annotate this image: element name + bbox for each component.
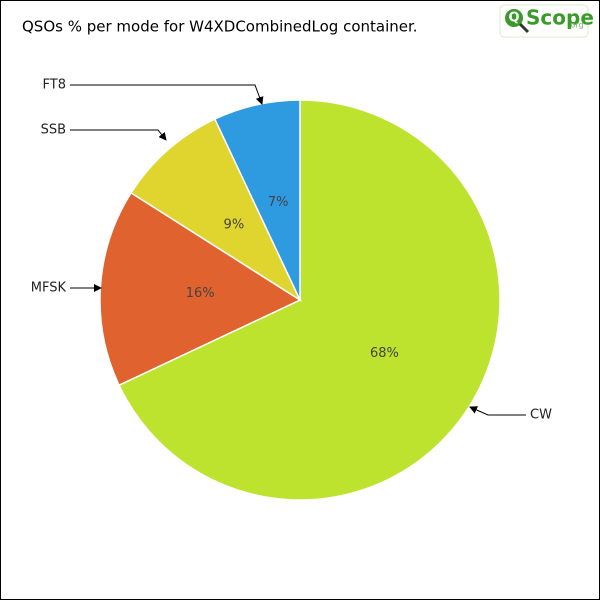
category-label: MFSK bbox=[31, 281, 67, 296]
pie-slice bbox=[118, 99, 501, 501]
callout-line bbox=[70, 129, 167, 141]
category-label: FT8 bbox=[43, 78, 66, 93]
logo-prefix: Q bbox=[508, 11, 519, 26]
slice-value-label: 9% bbox=[224, 217, 245, 232]
slice-value-label: 68% bbox=[370, 346, 399, 361]
logo-box bbox=[499, 4, 589, 38]
logo-suffix: .org bbox=[568, 21, 584, 30]
callout-line bbox=[469, 406, 526, 416]
pie-slice bbox=[130, 118, 302, 303]
slice-value-label: 16% bbox=[186, 286, 215, 301]
category-label: SSB bbox=[41, 123, 66, 138]
logo-handle bbox=[518, 22, 530, 34]
logo: Q Scope .org bbox=[499, 4, 594, 38]
category-label: CW bbox=[530, 408, 552, 423]
logo-text: Scope bbox=[526, 6, 594, 30]
callout-line bbox=[70, 84, 264, 105]
logo-icon bbox=[505, 9, 523, 27]
slice-value-label: 7% bbox=[268, 195, 289, 210]
chart-title: QSOs % per mode for W4XDCombinedLog cont… bbox=[22, 18, 418, 36]
